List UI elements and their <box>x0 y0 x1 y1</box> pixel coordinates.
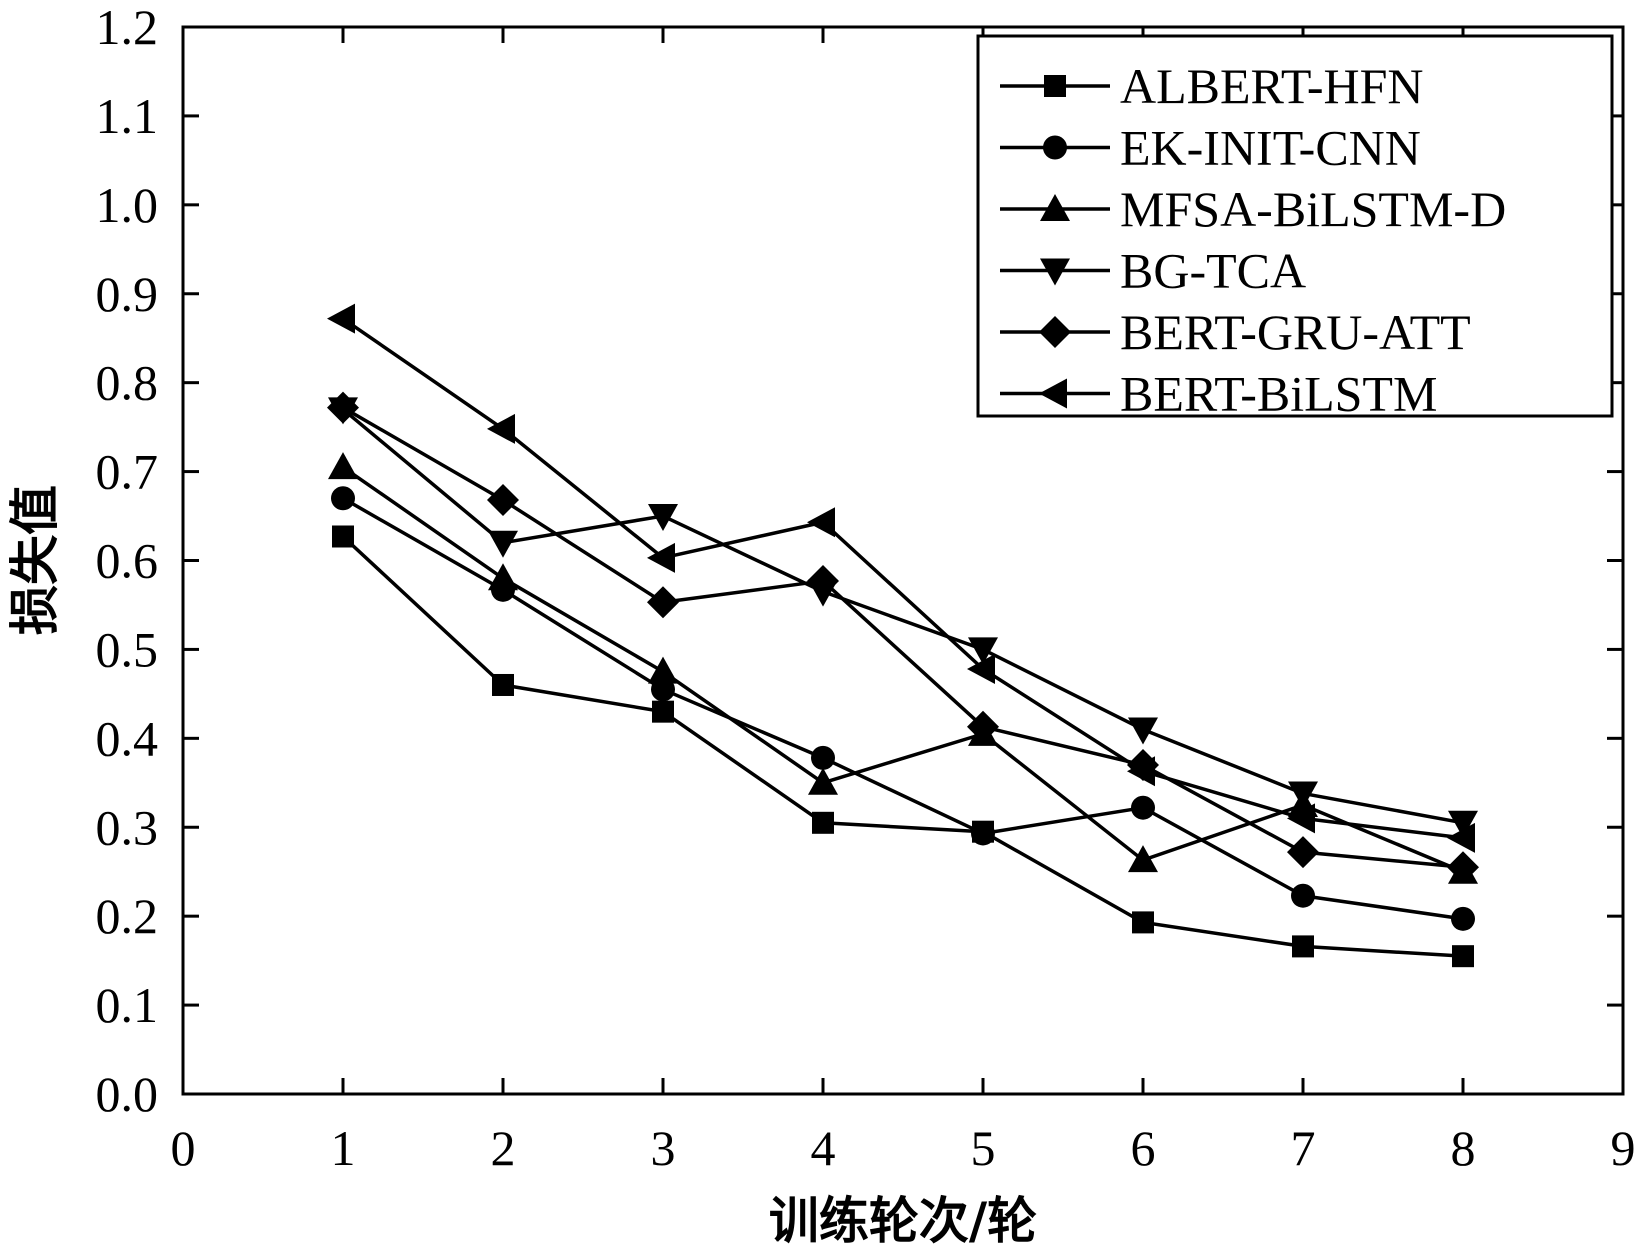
legend-item: BERT-GRU-ATT <box>1000 304 1471 360</box>
data-point <box>648 504 678 532</box>
data-point <box>327 303 355 334</box>
data-point <box>1287 836 1319 869</box>
data-point <box>648 656 678 684</box>
y-tick-label: 0.5 <box>96 621 159 677</box>
series-BG-TCA <box>328 397 1478 838</box>
data-point <box>647 586 679 619</box>
data-point <box>487 484 519 517</box>
x-tick-label: 7 <box>1291 1120 1316 1176</box>
data-point <box>1132 911 1154 934</box>
x-tick-label: 4 <box>811 1120 836 1176</box>
legend-marker <box>1044 75 1066 97</box>
series-line <box>342 496 1464 921</box>
x-tick-label: 1 <box>331 1120 356 1176</box>
y-tick-label: 1.1 <box>96 88 159 144</box>
x-tick-label: 2 <box>491 1120 516 1176</box>
x-tick-label: 3 <box>651 1120 676 1176</box>
legend-marker <box>1043 135 1067 160</box>
data-point <box>1448 810 1478 838</box>
legend-item: EK-INIT-CNN <box>1000 120 1421 176</box>
data-point <box>647 542 675 573</box>
data-point <box>1287 803 1315 834</box>
data-point <box>811 745 835 770</box>
data-point <box>812 811 834 834</box>
legend-label: BG-TCA <box>1120 243 1306 299</box>
y-tick-label: 0.8 <box>96 355 159 411</box>
data-point <box>328 452 358 480</box>
series-line <box>342 317 1464 840</box>
data-point <box>492 673 514 696</box>
x-tick-label: 0 <box>171 1120 196 1176</box>
legend-label: EK-INIT-CNN <box>1120 120 1421 176</box>
data-point <box>971 821 995 846</box>
legend-item: BERT-BiLSTM <box>1000 366 1437 422</box>
data-point <box>807 507 835 538</box>
data-point <box>1127 756 1155 787</box>
data-point <box>1131 795 1155 820</box>
series-ALBERT-HFN <box>332 525 1474 968</box>
legend-item: MFSA-BiLSTM-D <box>1000 181 1506 237</box>
data-point <box>1128 845 1158 873</box>
axis-ticks: 0.0 0.1 0.2 0.3 0.4 0.5 0.6 0.7 0.8 0.9 1.0 1.1 1.2 0… <box>96 0 1635 1176</box>
data-point <box>967 710 999 743</box>
legend-label: BERT-GRU-ATT <box>1120 304 1471 360</box>
x-tick-label: 8 <box>1451 1120 1476 1176</box>
y-tick-label: 0.4 <box>96 710 159 766</box>
data-point <box>487 413 515 444</box>
legend-label: BERT-BiLSTM <box>1120 366 1437 422</box>
data-point <box>967 653 995 684</box>
data-point <box>488 563 518 591</box>
y-tick-label: 0.7 <box>96 444 159 500</box>
y-tick-label: 0.6 <box>96 533 159 589</box>
y-tick-label: 0.1 <box>96 977 159 1033</box>
series-line <box>342 465 1464 874</box>
data-point <box>1292 935 1314 958</box>
legend-marker <box>1040 194 1070 221</box>
data-point <box>1291 883 1315 908</box>
series-BERT-GRU-ATT <box>327 391 1479 884</box>
legend-marker <box>1040 258 1070 286</box>
y-tick-label: 0.0 <box>96 1066 159 1122</box>
x-tick-label: 6 <box>1131 1120 1156 1176</box>
y-tick-label: 1.0 <box>96 177 159 233</box>
data-point <box>652 700 674 723</box>
legend-box <box>976 34 1614 418</box>
legend-marker <box>1039 316 1071 348</box>
data-point <box>968 637 998 665</box>
legend-marker <box>1039 378 1067 409</box>
series-line <box>342 406 1464 870</box>
y-tick-label: 0.2 <box>96 888 159 944</box>
y-tick-label: 0.3 <box>96 799 159 855</box>
x-tick-label: 9 <box>1611 1120 1635 1176</box>
data-point <box>1447 851 1479 884</box>
y-axis-title: 损失值 <box>6 485 64 635</box>
data-point <box>331 486 355 511</box>
data-point <box>808 767 838 795</box>
y-tick-label: 0.9 <box>96 266 159 322</box>
legend-label: MFSA-BiLSTM-D <box>1120 181 1506 237</box>
legend-label: ALBERT-HFN <box>1120 58 1424 114</box>
series-layer <box>327 303 1479 968</box>
data-point <box>1452 945 1474 968</box>
series-BERT-BiLSTM <box>327 303 1475 853</box>
legend-item: ALBERT-HFN <box>1000 58 1424 114</box>
legend-item: BG-TCA <box>1000 243 1306 299</box>
x-axis-title: 训练轮次/轮 <box>769 1192 1037 1250</box>
y-tick-label: 1.2 <box>96 0 159 55</box>
data-point <box>332 525 354 548</box>
data-point <box>488 530 518 558</box>
x-tick-label: 5 <box>971 1120 996 1176</box>
series-line <box>341 535 1464 958</box>
data-point <box>1288 781 1318 809</box>
data-point <box>1447 822 1475 853</box>
data-point <box>327 391 359 424</box>
data-point <box>1451 906 1475 931</box>
data-point <box>807 564 839 597</box>
series-line <box>341 407 1464 825</box>
data-point <box>1128 717 1158 745</box>
